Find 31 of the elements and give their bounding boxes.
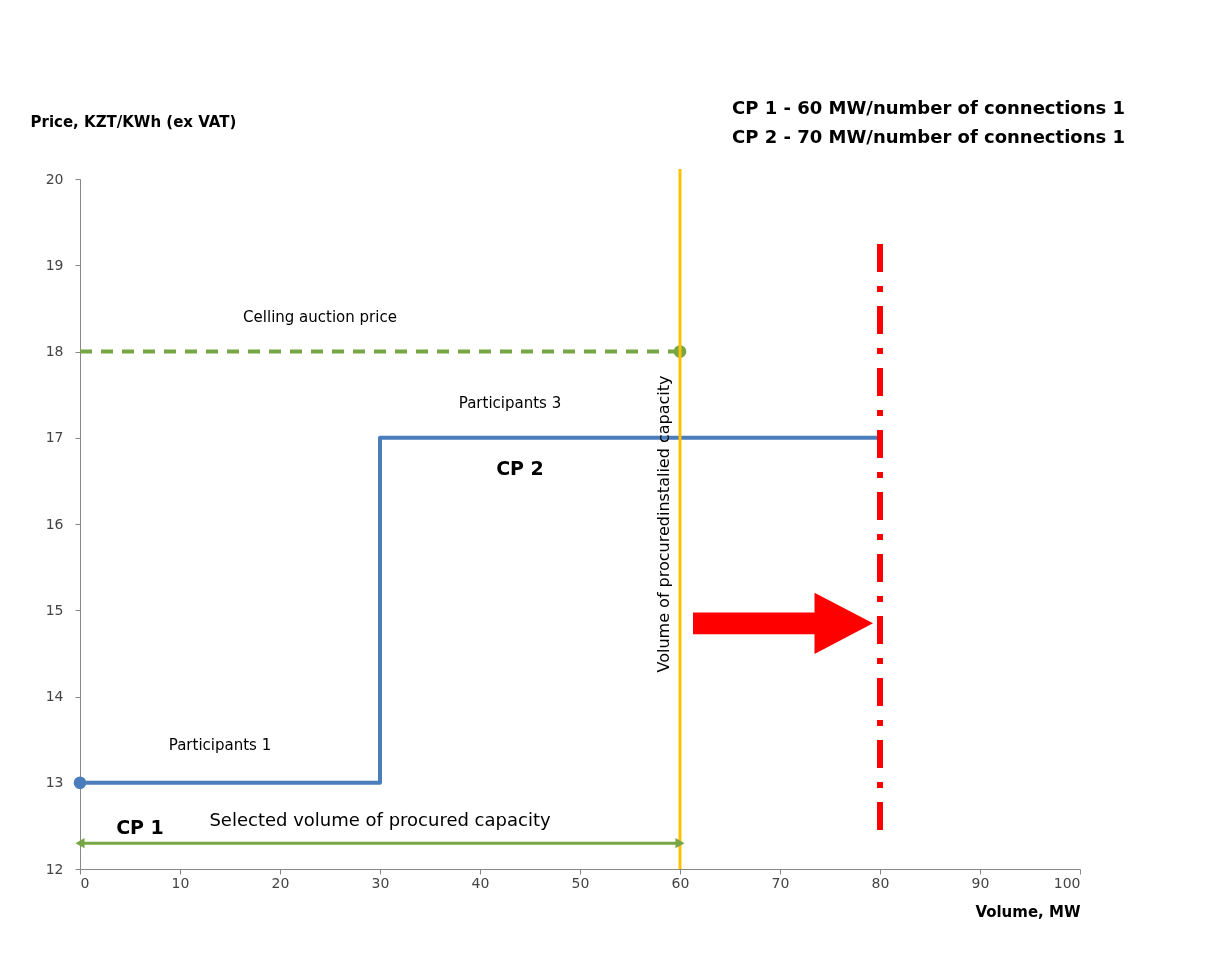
y-tick-label: 19 — [45, 256, 64, 273]
y-tick-label: 15 — [45, 601, 64, 618]
annotation: Selected volume of procured capacity — [209, 808, 551, 830]
y-tick-label: 14 — [45, 688, 64, 704]
x-tick-label: 0 — [80, 874, 90, 891]
annotation: Participants 1 — [168, 735, 272, 754]
y-tick-label: 13 — [45, 774, 64, 791]
x-tick-label: 90 — [971, 874, 990, 891]
annotation: Celling auction price — [243, 308, 397, 326]
x-tick-label: 60 — [671, 874, 690, 891]
y-axis-title: Price, KZT/KWh (ex VAT) — [30, 112, 237, 131]
annotation: CP 2 — [496, 456, 544, 479]
annotation: CP 1 — [116, 815, 164, 838]
x-tick-label: 50 — [571, 874, 590, 891]
x-axis-title: Volume, MW — [975, 902, 1081, 921]
y-tick-label: 16 — [45, 515, 64, 532]
x-tick-label: 100 — [1053, 874, 1081, 891]
x-tick-label: 70 — [771, 874, 790, 891]
text: CP 1 - 60 MW/number of connections 1 — [732, 97, 1125, 118]
x-tick-label: 10 — [171, 874, 190, 891]
x-tick-label: 20 — [271, 874, 290, 891]
y-tick-label: 17 — [45, 429, 64, 446]
x-tick-label: 30 — [371, 874, 390, 891]
y-tick-label: 18 — [45, 343, 64, 359]
annotation: Participants 3 — [458, 394, 562, 413]
y-tick-label: 12 — [45, 860, 64, 877]
text: CP 2 - 70 MW/number of connections 1 — [732, 126, 1125, 147]
ref-line-label: Volume of procuredinstalied capacity — [654, 375, 673, 673]
x-tick-label: 80 — [871, 874, 890, 891]
x-tick-label: 40 — [471, 874, 490, 891]
y-tick-label: 20 — [45, 170, 64, 187]
